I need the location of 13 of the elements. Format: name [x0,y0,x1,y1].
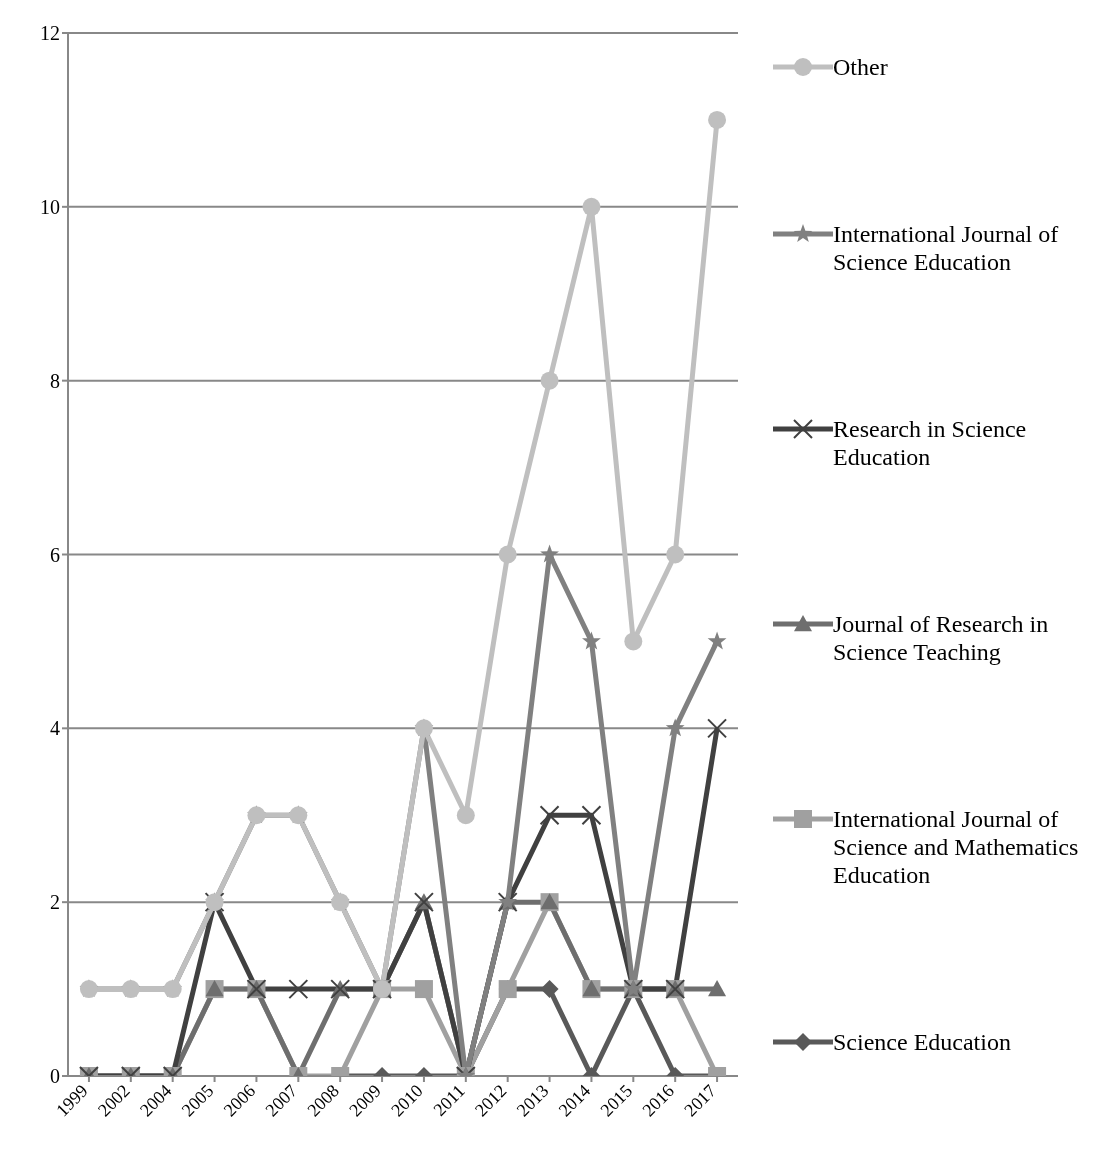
legend-label: International Journal of Science Education [833,220,1060,276]
y-tick-label: 0 [50,1065,60,1088]
legend-label: International Journal of Science and Mathematics Education [833,805,1080,889]
legend-label: Research in Science Education [833,415,1028,471]
y-tick-label: 4 [50,717,60,740]
y-tick-label: 12 [40,22,60,45]
legend-label: Science Education [833,1028,1012,1056]
y-tick-label: 8 [50,369,60,392]
legend-label: Other [833,53,889,81]
y-tick-label: 2 [50,891,60,914]
y-tick-label: 10 [40,195,60,218]
y-tick-label: 6 [50,543,60,566]
legend-label: Journal of Research in Science Teaching [833,610,1050,666]
